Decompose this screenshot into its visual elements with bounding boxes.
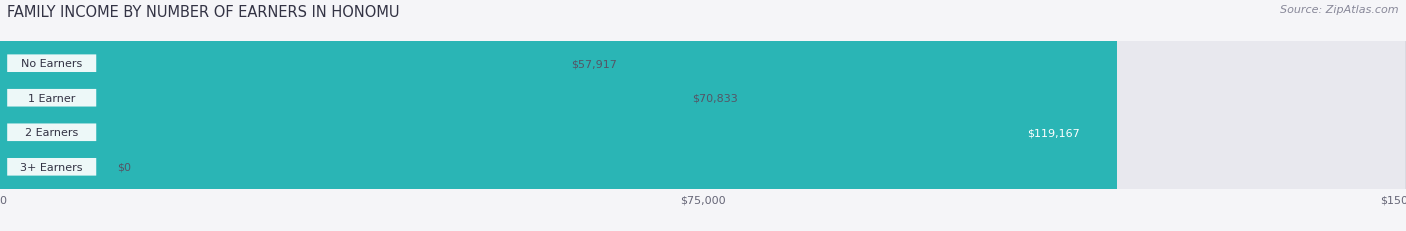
Text: $70,833: $70,833 [692,93,738,103]
FancyBboxPatch shape [0,0,543,231]
FancyBboxPatch shape [7,124,96,141]
Text: $57,917: $57,917 [571,59,617,69]
Text: FAMILY INCOME BY NUMBER OF EARNERS IN HONOMU: FAMILY INCOME BY NUMBER OF EARNERS IN HO… [7,5,399,20]
Text: $0: $0 [117,162,131,172]
FancyBboxPatch shape [0,0,1116,231]
FancyBboxPatch shape [0,0,664,231]
FancyBboxPatch shape [7,90,96,107]
Text: 1 Earner: 1 Earner [28,93,76,103]
Text: No Earners: No Earners [21,59,82,69]
FancyBboxPatch shape [7,55,96,73]
Text: 2 Earners: 2 Earners [25,128,79,138]
FancyBboxPatch shape [7,158,96,176]
Text: 3+ Earners: 3+ Earners [20,162,83,172]
Text: Source: ZipAtlas.com: Source: ZipAtlas.com [1281,5,1399,15]
Text: $119,167: $119,167 [1026,128,1080,138]
